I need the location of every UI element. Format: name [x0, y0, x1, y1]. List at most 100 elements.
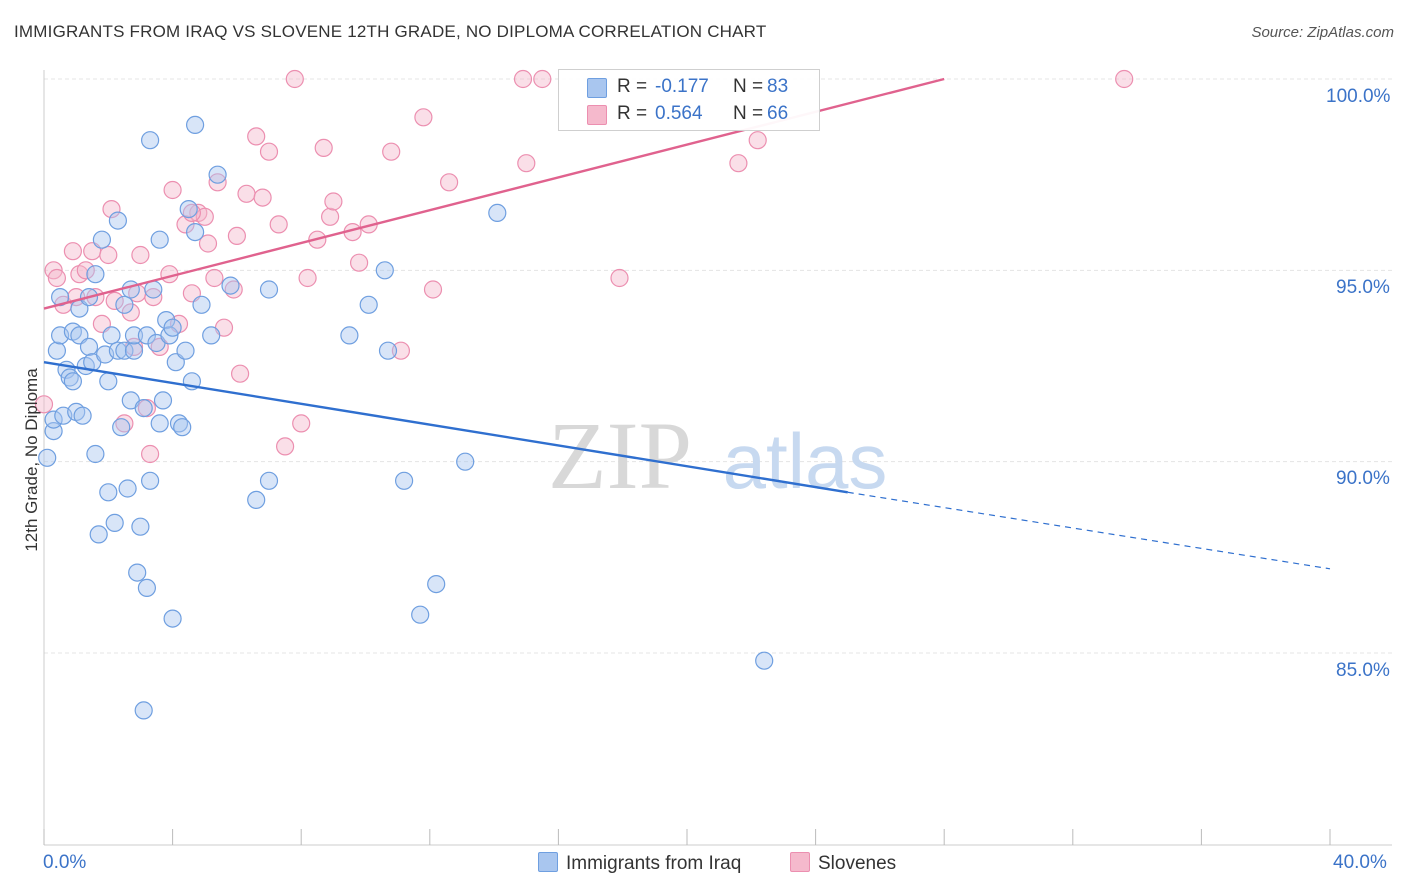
iraq-point-76 [456, 452, 475, 471]
iraq-point-26 [102, 326, 121, 345]
iraq-point-41 [137, 326, 156, 345]
iraq-point-74 [411, 605, 430, 624]
slovenes-point-19 [141, 444, 160, 464]
x-tick-label-max: 40.0% [1333, 852, 1387, 873]
iraq-point-58 [179, 200, 198, 219]
iraq-point-27 [105, 513, 124, 533]
iraq-point-14 [73, 406, 92, 425]
series-slovenes-points [34, 69, 1134, 464]
iraq-point-32 [115, 341, 134, 360]
iraq-point-60 [186, 115, 205, 135]
iraq-point-33 [118, 479, 137, 498]
y-tick-label-85: 85.0% [1336, 660, 1390, 681]
watermark-atlas: atlas [723, 417, 888, 505]
slovenes-point-11 [99, 245, 118, 265]
bottom-legend-swatch-iraq [538, 852, 558, 872]
slovenes-point-29 [198, 234, 218, 253]
iraq-point-31 [115, 295, 134, 314]
iraq-point-62 [192, 295, 211, 314]
slovenes-point-60 [610, 268, 629, 288]
watermark: ZIP atlas [548, 402, 887, 509]
slovenes-point-63 [1115, 69, 1134, 89]
iraq-point-2 [44, 410, 63, 429]
slovenes-point-62 [748, 131, 767, 150]
slovenes-point-34 [227, 226, 246, 245]
iraq-point-63 [202, 326, 221, 345]
legend-r-value: 0.564 [655, 103, 703, 124]
axes [43, 70, 1392, 846]
y-axis-title: 12th Grade, No Diploma [22, 368, 41, 552]
iraq-point-70 [359, 295, 378, 314]
slovenes-point-30 [205, 268, 224, 288]
iraq-point-68 [259, 280, 279, 299]
y-tick-label-90: 90.0% [1336, 468, 1390, 489]
slovenes-point-37 [247, 127, 266, 146]
iraq-point-43 [141, 471, 160, 490]
slovenes-point-39 [259, 142, 279, 161]
slovenes-point-61 [729, 154, 748, 173]
iraq-point-65 [221, 276, 240, 295]
y-tick-label-95: 95.0% [1336, 277, 1390, 298]
slovenes-point-38 [253, 188, 272, 207]
iraq-point-47 [150, 230, 169, 249]
slovenes-point-7 [76, 261, 95, 280]
iraq-point-22 [92, 230, 112, 249]
bottom-legend-swatch-slovenes [790, 852, 810, 872]
legend-swatch-iraq [587, 78, 607, 98]
slovenes-point-57 [513, 69, 533, 89]
slovenes-point-4 [63, 242, 83, 261]
iraq-point-40 [134, 399, 153, 418]
iraq-point-36 [124, 341, 144, 360]
iraq-point-79 [134, 701, 153, 720]
iraq-point-37 [124, 326, 144, 345]
x-tick-label-min: 0.0% [43, 852, 87, 873]
iraq-point-29 [108, 211, 128, 230]
slovenes-point-42 [285, 69, 304, 89]
iraq-point-44 [141, 131, 160, 150]
slovenes-point-53 [391, 341, 410, 360]
iraq-point-16 [79, 337, 99, 356]
iraq-point-78 [755, 651, 774, 670]
iraq-point-53 [163, 609, 182, 628]
iraq-point-39 [131, 517, 150, 536]
slovenes-point-17 [131, 245, 150, 265]
iraq-trend-extension [847, 491, 1331, 570]
slovenes-point-23 [163, 180, 182, 200]
legend-r-label: R = [617, 103, 648, 124]
slovenes-point-48 [324, 192, 343, 211]
slovenes-point-35 [231, 364, 250, 383]
slovenes-point-41 [276, 437, 295, 456]
slovenes-point-54 [414, 108, 433, 127]
iraq-point-69 [340, 326, 359, 345]
slovenes-point-47 [321, 207, 340, 226]
iraq-point-45 [144, 280, 163, 299]
iraq-point-38 [128, 563, 147, 582]
iraq-point-72 [378, 341, 398, 360]
slovenes-point-31 [208, 173, 227, 192]
slovenes-point-13 [105, 291, 124, 310]
iraq-point-49 [153, 391, 173, 410]
iraq-point-24 [99, 372, 118, 391]
legend-swatch-slovenes [587, 105, 607, 125]
iraq-point-9 [63, 372, 83, 391]
slovenes-point-40 [269, 215, 288, 234]
slovenes-point-50 [350, 253, 369, 272]
iraq-point-42 [137, 578, 156, 598]
iraq-point-67 [259, 471, 279, 490]
y-tick-label-100: 100.0% [1326, 86, 1391, 107]
slovenes-point-58 [517, 154, 536, 173]
iraq-point-20 [86, 265, 105, 284]
iraq-point-21 [89, 525, 108, 544]
legend-n-value: 66 [767, 103, 789, 124]
iraq-point-64 [208, 165, 227, 184]
series-iraq-points [38, 115, 774, 720]
legend-n-label: N = [733, 76, 764, 97]
iraq-point-25 [99, 483, 118, 502]
iraq-point-66 [247, 490, 266, 509]
slovenes-point-44 [298, 268, 317, 288]
legend-r-label: R = [617, 76, 648, 97]
iraq-point-61 [186, 223, 205, 242]
slovenes-point-0 [34, 395, 54, 414]
iraq-point-0 [38, 448, 57, 467]
